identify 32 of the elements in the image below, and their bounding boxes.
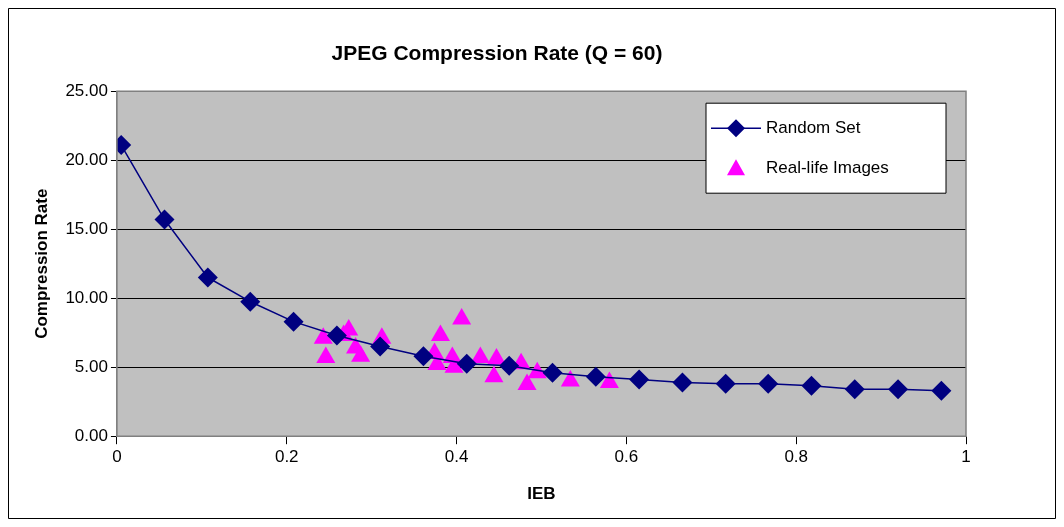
point: [240, 291, 261, 312]
y-tick-label: 25.00: [65, 80, 108, 100]
point: [316, 346, 336, 364]
y-axis-title: Compression Rate: [31, 188, 51, 339]
point: [430, 324, 450, 341]
point: [484, 365, 504, 383]
y-tick-label: 15.00: [65, 218, 108, 238]
x-axis-title: IEB: [527, 484, 556, 504]
legend-label: Random Set: [766, 117, 861, 137]
point: [486, 347, 506, 365]
point: [197, 267, 218, 288]
x-tick-label: 0.2: [274, 447, 299, 467]
x-tick-label: 0.4: [444, 447, 469, 467]
point: [351, 345, 371, 362]
x-tick-label: 0.8: [784, 447, 809, 467]
point: [154, 209, 175, 230]
x-tick-label: 0.6: [614, 447, 639, 467]
point: [470, 346, 490, 364]
point: [452, 307, 472, 325]
x-tick-label: 0: [112, 447, 122, 467]
point: [599, 371, 619, 388]
point: [517, 373, 537, 390]
y-tick-label: 10.00: [65, 287, 108, 307]
legend-label: Real-life Images: [766, 157, 889, 177]
x-tick-label: 1: [961, 447, 971, 467]
point: [313, 327, 333, 344]
point: [283, 311, 304, 332]
point: [560, 370, 580, 387]
y-tick-label: 5.00: [74, 356, 108, 376]
y-tick-label: 0.00: [74, 425, 108, 445]
y-tick-label: 20.00: [65, 149, 108, 169]
chart-title: JPEG Compression Rate (Q = 60): [331, 41, 663, 65]
